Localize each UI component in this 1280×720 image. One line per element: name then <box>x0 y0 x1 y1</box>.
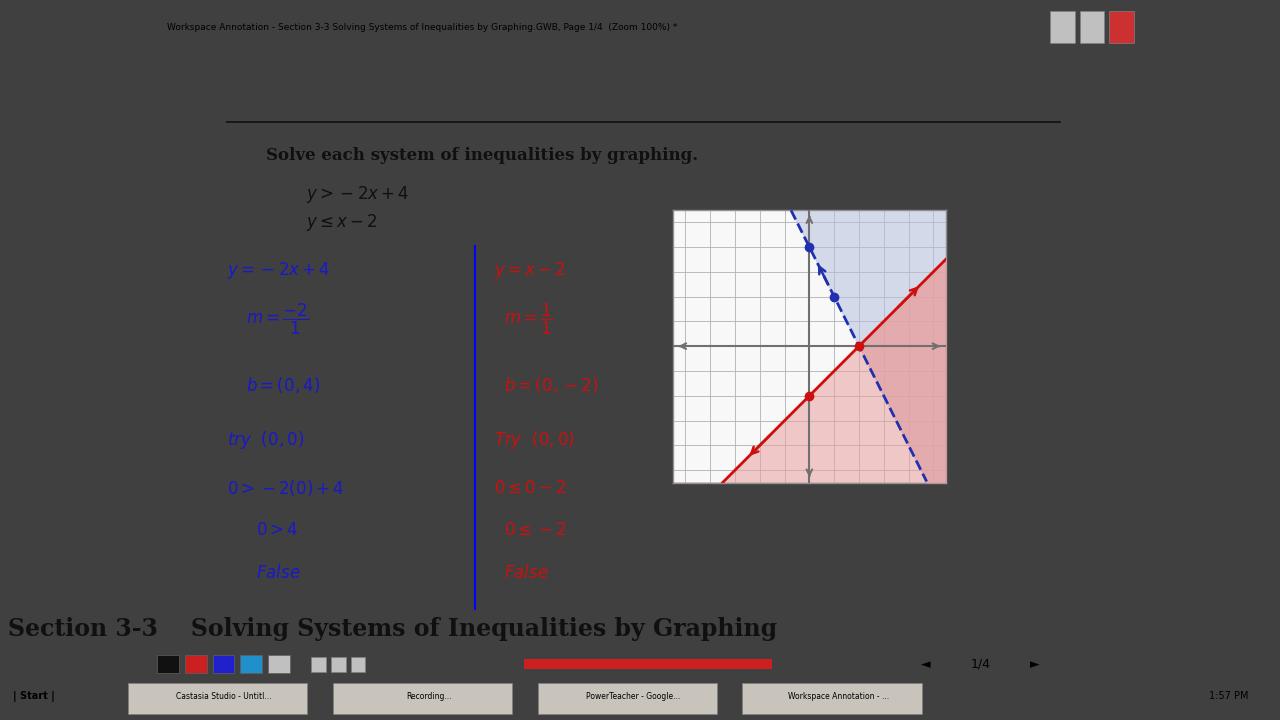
Text: $False$: $False$ <box>256 564 301 582</box>
Text: $b = (0, 4)$: $b = (0, 4)$ <box>247 376 320 395</box>
Text: $y = -2x +4$: $y = -2x +4$ <box>227 260 330 281</box>
Text: $y = x - 2$: $y = x - 2$ <box>494 260 566 281</box>
Text: $m = \dfrac{-2}{1}$: $m = \dfrac{-2}{1}$ <box>247 302 310 336</box>
Text: Recording...: Recording... <box>406 692 452 701</box>
Text: $y > -2x + 4$: $y > -2x + 4$ <box>306 184 410 205</box>
Text: $False$: $False$ <box>504 564 549 582</box>
Text: $0 \leq 0 - 2$: $0 \leq 0 - 2$ <box>494 480 567 497</box>
Text: $try\ \ (0,0)$: $try\ \ (0,0)$ <box>227 429 303 451</box>
Text: ►: ► <box>1030 657 1039 671</box>
Text: $Try\ \ (0,0)$: $Try\ \ (0,0)$ <box>494 429 575 451</box>
Text: Workspace Annotation - ...: Workspace Annotation - ... <box>787 692 890 701</box>
Bar <box>538 683 717 714</box>
Bar <box>212 655 234 673</box>
Text: $0 \leq -2$: $0 \leq -2$ <box>504 522 567 539</box>
Bar <box>1110 11 1134 42</box>
Text: Solve each system of inequalities by graphing.: Solve each system of inequalities by gra… <box>266 147 699 164</box>
Bar <box>1080 11 1105 42</box>
Text: $b = (0, -2)$: $b = (0, -2)$ <box>504 376 599 395</box>
Bar <box>351 657 366 672</box>
Bar <box>157 655 179 673</box>
Bar <box>742 683 922 714</box>
Bar <box>525 660 772 670</box>
Text: $m = \dfrac{1}{1}$: $m = \dfrac{1}{1}$ <box>504 302 553 336</box>
Bar <box>128 683 307 714</box>
Text: $0 > 4$: $0 > 4$ <box>256 522 298 539</box>
Bar <box>1050 11 1075 42</box>
Bar <box>269 655 291 673</box>
Bar <box>184 655 207 673</box>
Text: 1/4: 1/4 <box>970 657 991 671</box>
Text: | Start |: | Start | <box>13 690 55 702</box>
Bar <box>241 655 262 673</box>
Text: ◄: ◄ <box>922 657 931 671</box>
Bar <box>333 683 512 714</box>
Text: Workspace Annotation - Section 3-3 Solving Systems of Inequalities by Graphing.G: Workspace Annotation - Section 3-3 Solvi… <box>168 22 677 32</box>
Text: PowerTeacher - Google...: PowerTeacher - Google... <box>586 692 681 701</box>
Text: Section 3-3    Solving Systems of Inequalities by Graphing: Section 3-3 Solving Systems of Inequalit… <box>8 617 777 641</box>
Text: $y \leq x - 2$: $y \leq x - 2$ <box>306 212 378 233</box>
Bar <box>311 657 325 672</box>
Text: Castasia Studio - Untitl...: Castasia Studio - Untitl... <box>177 692 271 701</box>
Text: 1:57 PM: 1:57 PM <box>1210 691 1248 701</box>
Bar <box>330 657 346 672</box>
Text: $0 > -2(0) + 4$: $0 > -2(0) + 4$ <box>227 478 344 498</box>
